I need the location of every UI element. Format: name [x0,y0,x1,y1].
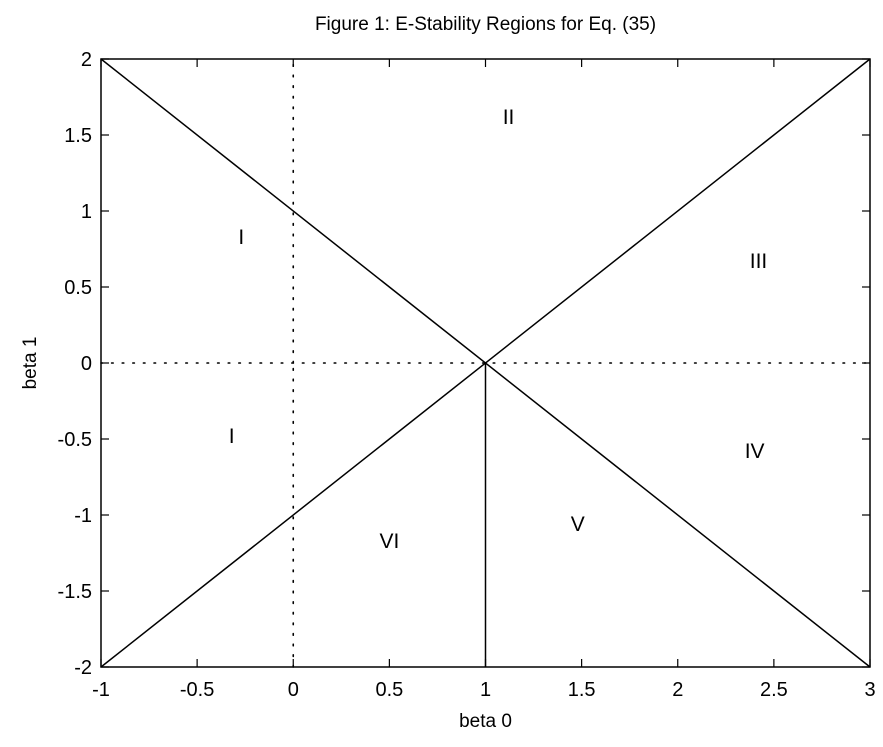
x-tick-label: 0 [288,679,299,701]
region-label: I [238,226,244,249]
region-label: VI [379,530,399,553]
x-tick-label: -1 [92,679,110,701]
x-tick-label: 2 [672,679,683,701]
x-axis-ticks: -1 -0.5 0 0.5 1 1.5 2 2.5 3 [92,59,876,701]
x-tick-label: 1 [480,679,491,701]
y-tick-label: -1 [74,505,92,527]
region-label: I [229,425,235,448]
x-axis-title: beta 0 [459,711,512,732]
x-tick-label: 1.5 [568,679,596,701]
region-label: III [750,250,768,273]
y-tick-label: 0 [81,353,92,375]
y-tick-label: 1 [81,201,92,223]
y-tick-label: 2 [81,49,92,71]
x-tick-label: 0.5 [375,679,403,701]
plot-lines [100,58,871,668]
region-label: V [571,513,585,536]
x-tick-label: -0.5 [180,679,214,701]
y-tick-label: -1.5 [58,581,92,603]
y-tick-label: -2 [74,657,92,679]
x-tick-label: 3 [864,679,875,701]
x-tick-label: 2.5 [760,679,788,701]
region-label: II [503,106,515,129]
region-label: IV [745,440,765,463]
y-axis-title: beta 1 [20,337,41,390]
y-axis-ticks: -2 -1.5 -1 -0.5 0 0.5 1 1.5 2 [58,49,870,679]
y-tick-label: 0.5 [64,277,92,299]
chart-title: Figure 1: E-Stability Regions for Eq. (3… [315,14,656,35]
y-tick-label: 1.5 [64,125,92,147]
y-tick-label: -0.5 [58,429,92,451]
